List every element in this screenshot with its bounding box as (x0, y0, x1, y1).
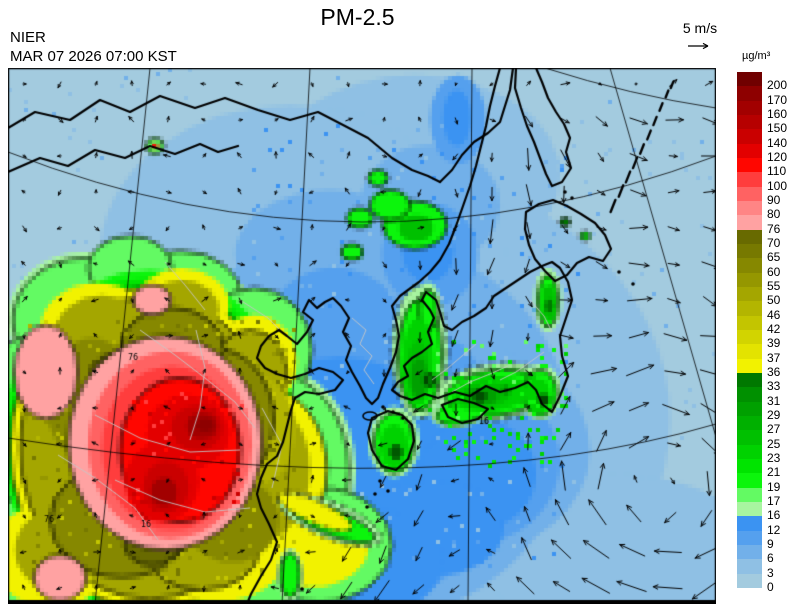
colorbar-segment (737, 559, 762, 575)
colorbar-segment (737, 516, 762, 532)
colorbar-segment (737, 129, 762, 145)
page-title: PM-2.5 (320, 4, 395, 30)
colorbar-segment (737, 444, 762, 460)
colorbar-segment (737, 315, 762, 331)
colorbar-tick-label: 31 (767, 393, 781, 408)
map-area (8, 68, 716, 604)
colorbar-tick-label: 42 (767, 322, 781, 336)
colorbar-tick-label: 90 (767, 193, 781, 207)
colorbar-segment (737, 72, 762, 87)
colorbar-segment (737, 545, 762, 560)
agency-label: NIER (10, 29, 46, 46)
colorbar-segment (737, 201, 762, 216)
colorbar-tick-label: 170 (767, 92, 788, 107)
colorbar-tick-label: 110 (767, 164, 787, 179)
colorbar-segment (737, 158, 762, 173)
colorbar-tick-label: 33 (767, 379, 781, 394)
colorbar-tick-label: 65 (767, 250, 781, 265)
colorbar-labels: 200 170 160 150 140 120 110 100 90 80 76 70 65 60 55 50… (767, 72, 799, 594)
colorbar-segment (737, 100, 762, 116)
colorbar (737, 72, 762, 589)
colorbar-tick-label: 100 (767, 178, 788, 193)
colorbar-segment (737, 487, 762, 503)
colorbar-segment (737, 473, 762, 489)
colorbar-segment (737, 272, 762, 288)
colorbar-tick-label: 19 (767, 479, 781, 494)
colorbar-segment (737, 373, 762, 388)
colorbar-segment (737, 215, 762, 231)
colorbar-tick-label: 27 (767, 422, 781, 437)
colorbar-segment (737, 344, 762, 360)
colorbar-segment (737, 416, 762, 431)
colorbar-tick-label: 120 (767, 150, 788, 164)
colorbar-tick-label: 150 (767, 121, 788, 136)
colorbar-segment (737, 459, 762, 474)
wind-scale-arrow-icon (688, 42, 709, 50)
colorbar-segment (737, 86, 762, 102)
colorbar-tick-label: 36 (767, 365, 781, 379)
colorbar-tick-label: 46 (767, 307, 781, 322)
colorbar-segment (737, 244, 762, 259)
colorbar-segment (737, 573, 762, 589)
colorbar-segment (737, 330, 762, 345)
colorbar-segment (737, 172, 762, 188)
colorbar-tick-label: 9 (767, 537, 774, 551)
datetime-label: MAR 07 2026 07:00 KST (10, 48, 177, 65)
colorbar-segment (737, 143, 762, 159)
colorbar-tick-label: 0 (767, 580, 774, 594)
colorbar-segment (737, 530, 762, 546)
colorbar-segment (737, 186, 762, 202)
colorbar-segment (737, 430, 762, 446)
colorbar-tick-label: 70 (767, 236, 781, 250)
colorbar-tick-label: 76 (767, 221, 781, 236)
colorbar-tick-label: 55 (767, 279, 781, 293)
colorbar-segment (737, 387, 762, 403)
colorbar-tick-label: 37 (767, 350, 781, 365)
colorbar-tick-label: 50 (767, 293, 781, 308)
colorbar-tick-label: 23 (767, 451, 781, 465)
colorbar-segment (737, 229, 762, 245)
colorbar-tick-label: 16 (767, 508, 781, 523)
colorbar-tick-label: 160 (767, 107, 788, 121)
colorbar-tick-label: 21 (767, 465, 781, 480)
colorbar-tick-label: 29 (767, 408, 781, 422)
map-overlay-canvas (8, 68, 716, 604)
colorbar-segment (737, 502, 762, 517)
colorbar-tick-label: 6 (767, 551, 774, 566)
colorbar-tick-label: 25 (767, 436, 781, 451)
wind-scale-label: 5 m/s (682, 20, 718, 36)
colorbar-tick-label: 60 (767, 264, 781, 279)
colorbar-unit-label: µg/m³ (742, 50, 771, 62)
colorbar-segment (737, 301, 762, 317)
colorbar-tick-label: 200 (767, 78, 788, 93)
colorbar-tick-label: 17 (767, 494, 781, 508)
colorbar-tick-label: 80 (767, 207, 781, 222)
colorbar-segment (737, 358, 762, 374)
colorbar-tick-label: 39 (767, 336, 781, 351)
colorbar-segment (737, 115, 762, 130)
colorbar-tick-label: 140 (767, 135, 788, 150)
colorbar-segment (737, 287, 762, 302)
colorbar-tick-label: 3 (767, 565, 774, 580)
colorbar-segment (737, 401, 762, 417)
colorbar-segment (737, 258, 762, 274)
colorbar-tick-label: 12 (767, 522, 781, 537)
